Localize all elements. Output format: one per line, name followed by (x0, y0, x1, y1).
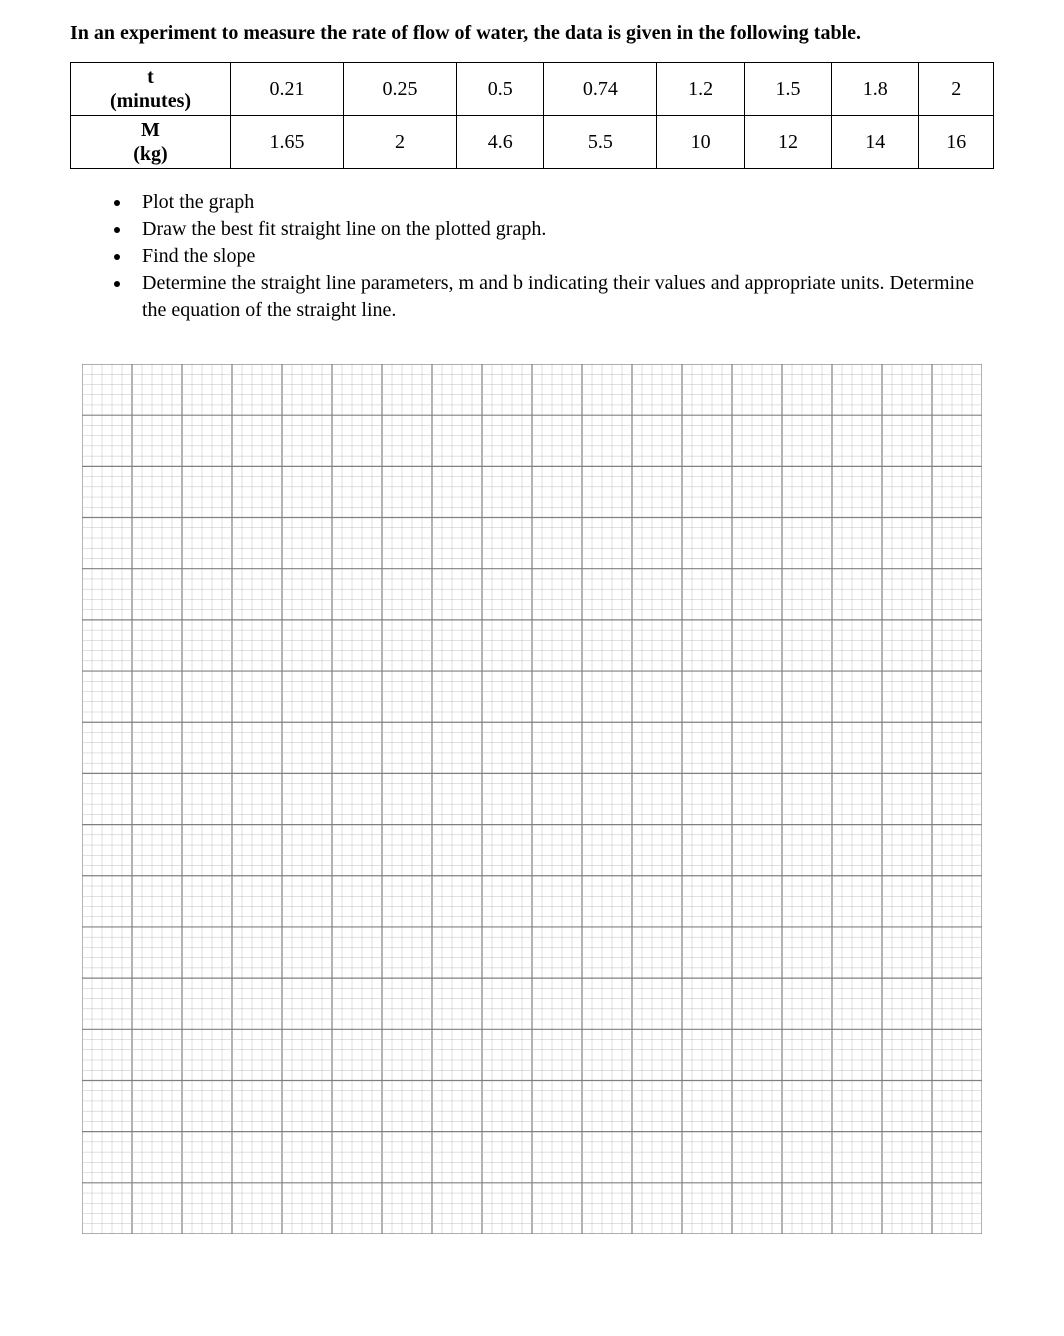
list-item: Determine the straight line parameters, … (132, 270, 994, 324)
problem-title: In an experiment to measure the rate of … (70, 20, 994, 46)
table-row: t (minutes) 0.21 0.25 0.5 0.74 1.2 1.5 1… (71, 63, 994, 116)
table-cell: 1.5 (744, 63, 831, 116)
header-t-symbol: t (75, 65, 226, 89)
task-list: Plot the graph Draw the best fit straigh… (70, 189, 994, 324)
header-t-unit: (minutes) (75, 89, 226, 113)
table-cell: 2 (344, 116, 457, 169)
table-cell: 4.6 (457, 116, 544, 169)
graph-paper-container (70, 364, 994, 1234)
table-cell: 10 (657, 116, 744, 169)
table-cell: 1.2 (657, 63, 744, 116)
row-header-t: t (minutes) (71, 63, 231, 116)
table-cell: 0.21 (231, 63, 344, 116)
table-cell: 5.5 (544, 116, 657, 169)
table-cell: 0.74 (544, 63, 657, 116)
table-cell: 1.8 (832, 63, 919, 116)
list-item: Draw the best fit straight line on the p… (132, 216, 994, 243)
data-table: t (minutes) 0.21 0.25 0.5 0.74 1.2 1.5 1… (70, 62, 994, 169)
list-item: Find the slope (132, 243, 994, 270)
table-cell: 0.25 (344, 63, 457, 116)
header-m-unit: (kg) (75, 142, 226, 166)
header-m-symbol: M (75, 118, 226, 142)
row-header-m: M (kg) (71, 116, 231, 169)
table-row: M (kg) 1.65 2 4.6 5.5 10 12 14 16 (71, 116, 994, 169)
table-cell: 16 (919, 116, 994, 169)
table-cell: 2 (919, 63, 994, 116)
list-item: Plot the graph (132, 189, 994, 216)
table-cell: 14 (832, 116, 919, 169)
table-cell: 1.65 (231, 116, 344, 169)
table-cell: 12 (744, 116, 831, 169)
table-cell: 0.5 (457, 63, 544, 116)
graph-paper (82, 364, 982, 1234)
